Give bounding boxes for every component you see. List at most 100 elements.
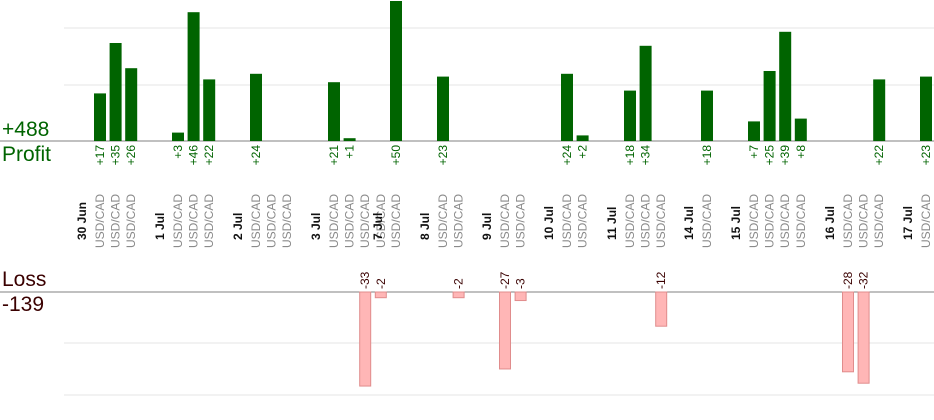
date-label: 2 Jul — [231, 213, 245, 240]
profit-bar — [624, 90, 636, 141]
date-label: 9 Jul — [480, 213, 494, 240]
loss-value-label: -2 — [452, 278, 466, 289]
profit-value-label: +7 — [747, 145, 761, 159]
loss-value-label: -12 — [654, 271, 668, 289]
pair-label: USD/CAD — [124, 194, 138, 248]
pair-label: USD/CAD — [452, 194, 466, 248]
pair-label: USD/CAD — [187, 194, 201, 248]
date-label: 7 Jul — [371, 213, 385, 240]
profit-value-label: +39 — [778, 145, 792, 166]
profit-value-label: +18 — [700, 145, 714, 166]
pair-label: USD/CAD — [358, 194, 372, 248]
loss-bar — [857, 291, 870, 384]
profit-value-label: +23 — [436, 145, 450, 166]
pair-label: USD/CAD — [623, 194, 637, 248]
profit-bar — [187, 12, 200, 142]
loss-value-label: -2 — [374, 278, 388, 289]
profit-bar — [390, 1, 402, 141]
profit-bar — [94, 93, 106, 141]
loss-value-label: -33 — [358, 271, 372, 289]
profit-value-label: +18 — [623, 145, 637, 166]
profit-value-label: +23 — [919, 145, 933, 166]
date-label: 3 Jul — [309, 213, 323, 240]
loss-value-label: -27 — [498, 271, 512, 289]
profit-value-label: +3 — [171, 145, 185, 159]
profit-value-label: +1 — [343, 145, 357, 159]
pair-label: USD/CAD — [747, 194, 761, 248]
pair-label: USD/CAD — [700, 194, 714, 248]
profit-bar — [701, 90, 713, 141]
profit-bar — [639, 45, 652, 141]
date-label: 1 Jul — [153, 213, 167, 240]
profit-value-label: +22 — [202, 145, 216, 166]
profit-bar — [109, 43, 122, 141]
pair-label: USD/CAD — [93, 194, 107, 248]
pair-label: USD/CAD — [327, 194, 341, 248]
date-label: 8 Jul — [418, 213, 432, 240]
profit-value-label: +35 — [109, 145, 123, 166]
pair-label: USD/CAD — [639, 194, 653, 248]
profit-value-label: +8 — [794, 145, 808, 159]
pair-label: USD/CAD — [919, 194, 933, 248]
loss-value-label: -32 — [857, 271, 871, 289]
profit-bar — [343, 138, 356, 141]
loss-label: Loss — [2, 268, 47, 291]
pair-label: USD/CAD — [872, 194, 886, 248]
profit-value-label: +50 — [389, 145, 403, 166]
loss-value-label: -3 — [514, 278, 528, 289]
profit-bar — [779, 31, 792, 141]
pair-label: USD/CAD — [794, 194, 808, 248]
profit-bar — [763, 71, 776, 141]
pair-label: USD/CAD — [498, 194, 512, 248]
pair-label: USD/CAD — [171, 194, 185, 248]
loss-value-label: -28 — [841, 271, 855, 289]
loss-bar — [374, 291, 387, 299]
profit-value-label: +21 — [327, 145, 341, 166]
pair-label: USD/CAD — [654, 194, 668, 248]
profit-value-label: +2 — [576, 145, 590, 159]
profit-bar — [328, 82, 340, 141]
pair-label: USD/CAD — [763, 194, 777, 248]
profit-total: +488 — [2, 118, 50, 141]
pair-label: USD/CAD — [343, 194, 357, 248]
profit-value-label: +24 — [249, 145, 263, 166]
profit-value-label: +25 — [763, 145, 777, 166]
profit-value-label: +34 — [639, 145, 653, 166]
pair-label: USD/CAD — [514, 194, 528, 248]
pair-label: USD/CAD — [576, 194, 590, 248]
profit-value-label: +24 — [560, 145, 574, 166]
profit-bar — [576, 135, 589, 141]
pair-label: USD/CAD — [109, 194, 123, 248]
profit-value-label: +26 — [124, 145, 138, 166]
date-label: 10 Jul — [542, 206, 556, 240]
profit-value-label: +17 — [93, 145, 107, 166]
profit-bar — [172, 132, 184, 141]
date-label: 17 Jul — [901, 206, 915, 240]
pair-label: USD/CAD — [389, 194, 403, 248]
profit-bar — [125, 68, 138, 141]
pair-label: USD/CAD — [249, 194, 263, 248]
loss-bar — [842, 291, 854, 373]
profit-label: Profit — [2, 143, 52, 166]
profit-bar — [920, 76, 932, 141]
pair-label: USD/CAD — [265, 194, 279, 248]
date-label: 16 Jul — [823, 206, 837, 240]
loss-bar — [499, 291, 511, 370]
date-label: 14 Jul — [682, 206, 696, 240]
loss-bar — [359, 291, 372, 387]
pair-label: USD/CAD — [202, 194, 216, 248]
profit-bar — [250, 73, 262, 141]
loss-total: -139 — [2, 293, 45, 316]
pair-label: USD/CAD — [841, 194, 855, 248]
loss-bar — [452, 291, 465, 299]
profit-bar — [794, 118, 807, 141]
profit-value-label: +46 — [187, 145, 201, 166]
profit-bar — [748, 121, 760, 141]
date-label: 11 Jul — [605, 207, 619, 240]
profit-bar — [203, 79, 216, 141]
profit-bar — [561, 73, 573, 141]
pair-label: USD/CAD — [374, 194, 388, 248]
pair-label: USD/CAD — [560, 194, 574, 248]
pair-label: USD/CAD — [436, 194, 450, 248]
